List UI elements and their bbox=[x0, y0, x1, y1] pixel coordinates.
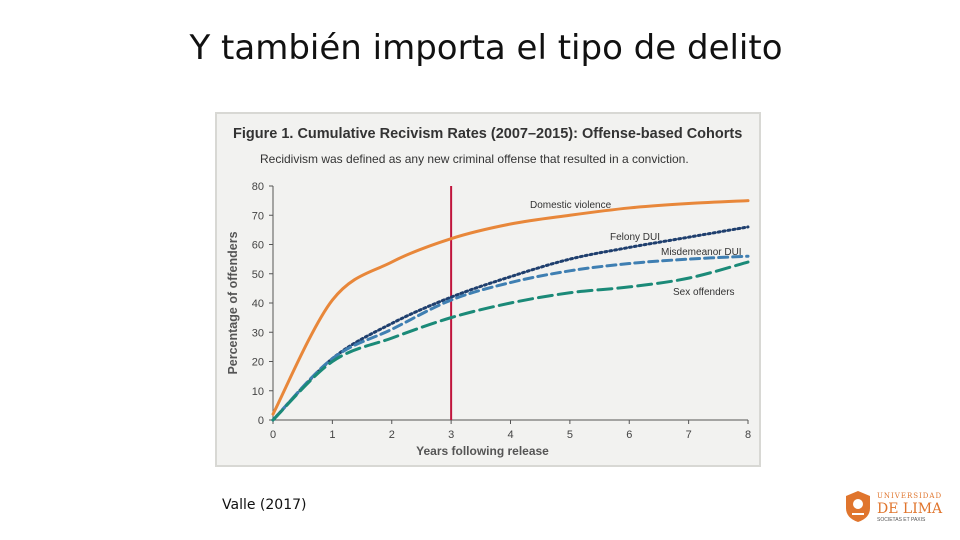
series-line-domestic-violence bbox=[271, 199, 750, 416]
line-chart: 0 10 20 30 40 50 60 70 80 0 1 2 3 4 5 6 7 8 Years followin… bbox=[226, 181, 751, 458]
y-tick-label: 20 bbox=[252, 357, 264, 369]
series-line-sex-offenders bbox=[271, 260, 750, 422]
x-tick-label: 3 bbox=[448, 429, 454, 441]
x-tick-label: 1 bbox=[329, 429, 335, 441]
x-tick-label: 4 bbox=[507, 429, 513, 441]
x-tick-label: 6 bbox=[626, 429, 632, 441]
chart-title: Figure 1. Cumulative Recivism Rates (200… bbox=[233, 126, 743, 142]
y-axis-label: Percentage of offenders bbox=[226, 231, 240, 374]
y-tick-label: 60 bbox=[252, 240, 264, 252]
y-tick-label: 70 bbox=[252, 210, 264, 222]
logo-line3: SOCIETAS ET PAXIS bbox=[877, 517, 926, 523]
shield-icon bbox=[846, 491, 870, 522]
y-tick-label: 0 bbox=[258, 415, 264, 427]
x-axis-label: Years following release bbox=[416, 444, 549, 458]
series-label-domestic-violence: Domestic violence bbox=[530, 200, 612, 211]
x-tick-label: 7 bbox=[686, 429, 692, 441]
logo-line1: UNIVERSIDAD bbox=[877, 492, 943, 500]
chart-subtitle: Recidivism was defined as any new crimin… bbox=[260, 152, 689, 166]
series-line-misdemeanor-dui bbox=[271, 254, 750, 422]
citation: Valle (2017) bbox=[222, 497, 307, 513]
series-label-misdemeanor-dui: Misdemeanor DUI bbox=[661, 247, 742, 258]
y-tick-label: 80 bbox=[252, 181, 264, 193]
university-logo: UNIVERSIDAD DE LIMA SOCIETAS ET PAXIS bbox=[843, 488, 953, 528]
x-tick-label: 5 bbox=[567, 429, 573, 441]
figure-panel: Figure 1. Cumulative Recivism Rates (200… bbox=[215, 112, 761, 467]
y-tick-label: 30 bbox=[252, 327, 264, 339]
x-tick-label: 0 bbox=[270, 429, 276, 441]
x-tick-label: 2 bbox=[389, 429, 395, 441]
y-tick-label: 40 bbox=[252, 298, 264, 310]
x-tick-label: 8 bbox=[745, 429, 751, 441]
y-tick-label: 50 bbox=[252, 269, 264, 281]
slide-title: Y también importa el tipo de delito bbox=[189, 28, 783, 68]
y-tick-label: 10 bbox=[252, 386, 264, 398]
series-label-felony-dui: Felony DUI bbox=[610, 232, 660, 243]
series-label-sex-offenders: Sex offenders bbox=[673, 287, 735, 298]
logo-line2: DE LIMA bbox=[877, 501, 943, 517]
